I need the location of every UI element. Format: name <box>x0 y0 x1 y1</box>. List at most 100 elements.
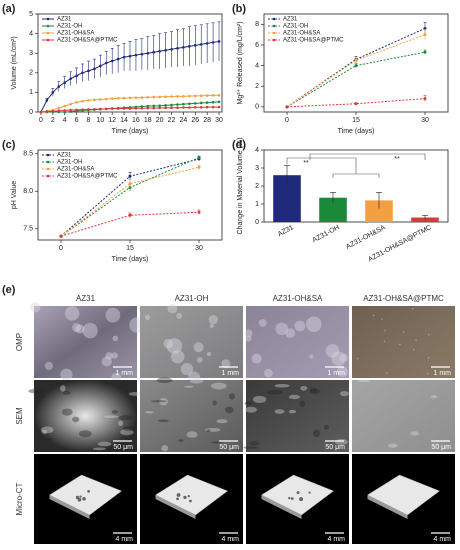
legend-label: AZ31-OH&SA@PTMC <box>57 38 118 44</box>
texture <box>105 307 121 323</box>
bar <box>365 200 393 222</box>
marker <box>104 107 108 111</box>
y-tick-label: 8 <box>255 21 259 28</box>
marker <box>134 106 138 110</box>
marker <box>152 106 156 110</box>
ct-edge <box>49 495 90 519</box>
scale-bar-label: 4 mm <box>222 536 240 543</box>
marker <box>354 58 358 62</box>
marker <box>45 98 49 102</box>
legend-label: AZ31-OH <box>283 24 308 30</box>
texture <box>101 356 112 367</box>
legend-label: AZ31-OH&SA@PTMC <box>57 174 118 180</box>
marker <box>146 104 150 108</box>
texture <box>337 366 348 377</box>
texture <box>356 357 359 360</box>
y-tick-label: 2 <box>255 183 259 190</box>
texture <box>122 426 137 432</box>
marker <box>87 69 90 73</box>
scale-bar-label: 1 mm <box>328 370 346 377</box>
marker <box>188 45 191 48</box>
marker <box>99 98 102 101</box>
scale-bar-label: 4 mm <box>328 536 346 543</box>
marker <box>423 33 427 37</box>
marker <box>193 94 197 98</box>
y-tick-label: 0 <box>255 104 259 111</box>
texture <box>82 322 98 339</box>
texture <box>118 415 133 421</box>
marker <box>197 210 201 214</box>
texture <box>221 359 231 369</box>
texture <box>410 431 419 436</box>
marker <box>116 57 120 61</box>
legend-marker <box>272 17 276 21</box>
defect <box>189 499 192 503</box>
texture <box>381 318 383 320</box>
annotation: ** <box>303 160 309 167</box>
texture <box>388 443 398 448</box>
column-heading: AZ31 <box>76 294 96 303</box>
marker <box>152 104 156 108</box>
marker <box>122 96 126 100</box>
marker <box>170 95 173 98</box>
texture <box>264 368 273 378</box>
texture <box>274 409 285 414</box>
legend-label: AZ31-OH&SA <box>57 31 94 37</box>
marker <box>217 105 221 109</box>
marker <box>128 213 132 217</box>
marker <box>128 174 132 178</box>
marker <box>63 104 67 108</box>
marker <box>152 95 156 99</box>
marker <box>140 96 144 99</box>
x-tick-label: 14 <box>120 117 128 124</box>
x-tick-label: 15 <box>126 245 134 252</box>
marker <box>69 102 72 106</box>
panel-label: (d) <box>232 139 246 151</box>
texture <box>92 447 107 451</box>
column-heading: AZ31-OH&SA@PTMC <box>363 294 444 303</box>
bar <box>411 217 439 222</box>
marker <box>110 107 114 110</box>
texture <box>44 361 54 371</box>
texture <box>258 318 267 327</box>
y-tick-label: 2 <box>255 83 259 90</box>
texture <box>205 428 221 432</box>
marker <box>182 102 185 106</box>
y-tick-label: 3 <box>29 50 33 57</box>
x-tick-label: 26 <box>191 117 199 124</box>
y-tick-label: 4 <box>29 30 33 37</box>
marker <box>182 46 185 49</box>
texture <box>75 324 85 334</box>
legend-label: AZ31 <box>57 17 72 23</box>
x-tick-label: 8 <box>86 117 90 124</box>
x-tick-label: 28 <box>203 117 211 124</box>
marker <box>354 102 358 106</box>
texture <box>402 331 405 334</box>
panel-label: (e) <box>2 284 16 296</box>
texture <box>228 393 236 400</box>
x-tick-label: 30 <box>421 117 429 124</box>
texture <box>186 431 198 438</box>
texture <box>212 400 217 406</box>
marker <box>158 95 161 99</box>
texture <box>64 306 80 321</box>
marker <box>45 110 49 113</box>
texture <box>78 430 92 438</box>
x-tick-label: 0 <box>59 245 63 252</box>
marker <box>128 182 132 186</box>
series-line <box>60 166 200 237</box>
marker <box>39 110 43 114</box>
marker <box>164 106 167 110</box>
texture <box>357 379 371 383</box>
scale-bar-label: 50 μm <box>113 444 133 451</box>
texture <box>275 322 289 336</box>
y-tick-label: 1 <box>29 89 33 96</box>
defect <box>290 497 294 500</box>
marker <box>146 51 150 55</box>
texture <box>97 441 112 447</box>
bracket <box>309 153 426 160</box>
texture <box>159 397 168 406</box>
ct-edge <box>155 495 196 519</box>
x-tick-label: 12 <box>108 117 116 124</box>
